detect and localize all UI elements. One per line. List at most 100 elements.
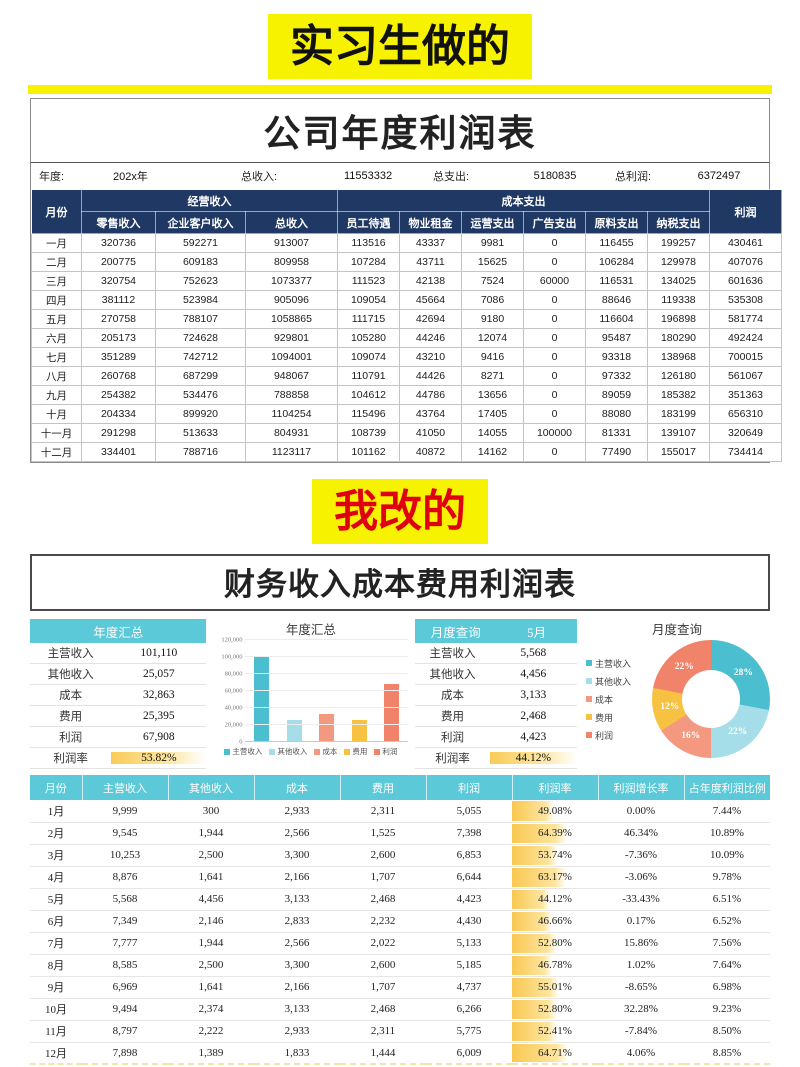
column-header[interactable]: 利润率 bbox=[511, 775, 598, 801]
month-cell[interactable]: 十一月 bbox=[31, 423, 82, 444]
data-cell[interactable]: 601636 bbox=[709, 271, 782, 292]
data-cell[interactable]: 138968 bbox=[647, 347, 710, 368]
data-cell[interactable]: 1104254 bbox=[245, 404, 338, 425]
month-cell[interactable]: 10月 bbox=[30, 998, 82, 1021]
column-header[interactable]: 物业租金 bbox=[399, 211, 462, 235]
data-cell[interactable]: -7.36% bbox=[598, 844, 684, 867]
column-header[interactable]: 总收入 bbox=[245, 211, 338, 235]
column-header[interactable]: 费用 bbox=[339, 775, 426, 801]
data-cell[interactable]: -7.84% bbox=[598, 1020, 684, 1043]
data-cell[interactable]: 609183 bbox=[155, 252, 246, 273]
data-cell[interactable]: 2,566 bbox=[254, 932, 340, 955]
data-cell[interactable]: 6,969 bbox=[82, 976, 168, 999]
panel-value[interactable]: 2,468 bbox=[520, 710, 547, 723]
profit-rate-cell[interactable]: 49.08% bbox=[512, 800, 598, 823]
data-cell[interactable]: 561067 bbox=[709, 366, 782, 387]
data-cell[interactable]: 6.51% bbox=[684, 888, 770, 911]
data-cell[interactable]: 7.64% bbox=[684, 954, 770, 977]
data-cell[interactable]: 899920 bbox=[155, 404, 246, 425]
data-cell[interactable]: 46.34% bbox=[598, 822, 684, 845]
legend-item[interactable]: 其他收入 bbox=[269, 746, 307, 757]
panel-value[interactable]: 101,110 bbox=[140, 647, 178, 660]
data-cell[interactable]: 1,641 bbox=[168, 976, 254, 999]
data-cell[interactable]: 8,585 bbox=[82, 954, 168, 977]
data-cell[interactable]: 0 bbox=[523, 328, 586, 349]
col-month[interactable]: 月份 bbox=[31, 189, 82, 235]
data-cell[interactable]: 15625 bbox=[461, 252, 524, 273]
data-cell[interactable]: 10.89% bbox=[684, 822, 770, 845]
column-header[interactable]: 广告支出 bbox=[523, 211, 586, 235]
profit-rate-cell[interactable]: 53.74% bbox=[512, 844, 598, 867]
data-cell[interactable]: 196898 bbox=[647, 309, 710, 330]
data-cell[interactable]: 905096 bbox=[245, 290, 338, 311]
data-cell[interactable]: 320649 bbox=[709, 423, 782, 444]
month-cell[interactable]: 三月 bbox=[31, 271, 82, 292]
data-cell[interactable]: 88646 bbox=[585, 290, 648, 311]
data-cell[interactable]: 656310 bbox=[709, 404, 782, 425]
data-cell[interactable]: -33.43% bbox=[598, 888, 684, 911]
data-cell[interactable]: 724628 bbox=[155, 328, 246, 349]
data-cell[interactable]: 89059 bbox=[585, 385, 648, 406]
data-cell[interactable]: 119338 bbox=[647, 290, 710, 311]
data-cell[interactable]: 351363 bbox=[709, 385, 782, 406]
data-cell[interactable]: 788716 bbox=[155, 442, 246, 463]
column-header[interactable]: 成本 bbox=[253, 775, 340, 801]
month-cell[interactable]: 九月 bbox=[31, 385, 82, 406]
data-cell[interactable]: 300 bbox=[168, 800, 254, 823]
data-cell[interactable]: 2,022 bbox=[340, 932, 426, 955]
data-cell[interactable]: 492424 bbox=[709, 328, 782, 349]
data-cell[interactable]: 111523 bbox=[337, 271, 400, 292]
data-cell[interactable]: 9,999 bbox=[82, 800, 168, 823]
data-cell[interactable]: 752623 bbox=[155, 271, 246, 292]
data-cell[interactable]: 535308 bbox=[709, 290, 782, 311]
data-cell[interactable]: 42694 bbox=[399, 309, 462, 330]
data-cell[interactable]: 4.06% bbox=[598, 1042, 684, 1066]
total-income-value[interactable]: 11553332 bbox=[343, 170, 393, 183]
month-cell[interactable]: 2月 bbox=[30, 822, 82, 845]
month-cell[interactable]: 五月 bbox=[31, 309, 82, 330]
data-cell[interactable]: 205173 bbox=[81, 328, 156, 349]
data-cell[interactable]: 788107 bbox=[155, 309, 246, 330]
data-cell[interactable]: 6,009 bbox=[426, 1042, 512, 1066]
data-cell[interactable]: 8,876 bbox=[82, 866, 168, 889]
data-cell[interactable]: 2,600 bbox=[340, 954, 426, 977]
data-cell[interactable]: 2,311 bbox=[340, 800, 426, 823]
data-cell[interactable]: 14055 bbox=[461, 423, 524, 444]
data-cell[interactable]: 513633 bbox=[155, 423, 246, 444]
data-cell[interactable]: 581774 bbox=[709, 309, 782, 330]
legend-item[interactable]: 主营收入 bbox=[224, 746, 262, 757]
data-cell[interactable]: 1.02% bbox=[598, 954, 684, 977]
data-cell[interactable]: 183199 bbox=[647, 404, 710, 425]
legend-item[interactable]: 费用 bbox=[586, 711, 646, 724]
data-cell[interactable]: 180290 bbox=[647, 328, 710, 349]
month-cell[interactable]: 十二月 bbox=[31, 442, 82, 463]
data-cell[interactable]: 1,641 bbox=[168, 866, 254, 889]
data-cell[interactable]: 7524 bbox=[461, 271, 524, 292]
data-cell[interactable]: 43210 bbox=[399, 347, 462, 368]
column-header[interactable]: 利润增长率 bbox=[597, 775, 684, 801]
legend-item[interactable]: 成本 bbox=[314, 746, 337, 757]
profit-rate-value[interactable]: 44.12% bbox=[489, 752, 577, 765]
panel-value[interactable]: 3,133 bbox=[520, 689, 547, 702]
profit-rate-cell[interactable]: 52.80% bbox=[512, 998, 598, 1021]
data-cell[interactable]: 110791 bbox=[337, 366, 400, 387]
data-cell[interactable]: 523984 bbox=[155, 290, 246, 311]
data-cell[interactable]: 43711 bbox=[399, 252, 462, 273]
data-cell[interactable]: 5,775 bbox=[426, 1020, 512, 1043]
data-cell[interactable]: 109054 bbox=[337, 290, 400, 311]
data-cell[interactable]: 12074 bbox=[461, 328, 524, 349]
data-cell[interactable]: 6.52% bbox=[684, 910, 770, 933]
month-cell[interactable]: 一月 bbox=[31, 233, 82, 254]
col-profit[interactable]: 利润 bbox=[709, 189, 782, 235]
data-cell[interactable]: 7,398 bbox=[426, 822, 512, 845]
data-cell[interactable]: 788858 bbox=[245, 385, 338, 406]
month-cell[interactable]: 4月 bbox=[30, 866, 82, 889]
month-cell[interactable]: 5月 bbox=[30, 888, 82, 911]
data-cell[interactable]: 1073377 bbox=[245, 271, 338, 292]
data-cell[interactable]: 9,545 bbox=[82, 822, 168, 845]
month-cell[interactable]: 八月 bbox=[31, 366, 82, 387]
month-cell[interactable]: 七月 bbox=[31, 347, 82, 368]
month-cell[interactable]: 12月 bbox=[30, 1042, 82, 1066]
data-cell[interactable]: 2,146 bbox=[168, 910, 254, 933]
data-cell[interactable]: 9416 bbox=[461, 347, 524, 368]
